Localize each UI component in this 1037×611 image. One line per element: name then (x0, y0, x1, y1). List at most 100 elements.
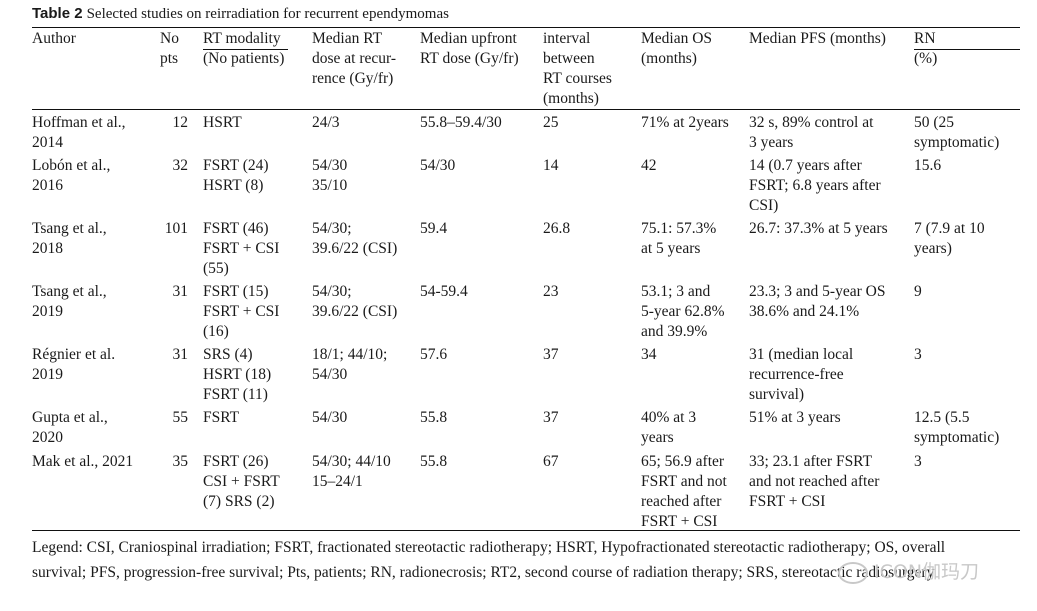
table-cell: 31 (172, 346, 189, 363)
table-cell: (7) SRS (2) (203, 493, 275, 510)
table-cell: FSRT (24) (203, 157, 269, 174)
table-cell: HSRT (203, 114, 242, 131)
table-cell: 24/3 (312, 114, 340, 131)
table-cell: 54/30; (312, 220, 352, 237)
table-cell: symptomatic) (914, 134, 1000, 151)
table-cell: FSRT (26) (203, 453, 269, 470)
table-cell: and 39.9% (641, 323, 708, 340)
table-cell: 35/10 (312, 177, 348, 194)
column-header: interval (543, 30, 591, 47)
table-cell: 14 (0.7 years after (749, 157, 862, 174)
header-rule (32, 109, 1020, 110)
watermark-text: ICON伽玛刀 (874, 561, 980, 583)
table-cell: 51% at 3 years (749, 409, 841, 426)
table-cell: Lobón et al., (32, 157, 111, 174)
column-header: (No patients) (203, 50, 285, 67)
table-cell: 38.6% and 24.1% (749, 303, 860, 320)
top-rule (32, 27, 1020, 28)
table-cell: 54/30; 44/10 (312, 453, 391, 470)
table-cell: 34 (641, 346, 657, 363)
table-cell: survival) (749, 386, 805, 403)
table-cell: FSRT + CSI (641, 513, 718, 530)
table-cell: 54/30 (420, 157, 456, 174)
table-cell: Mak et al., 2021 (32, 453, 134, 470)
table-cell: 32 s, 89% control at (749, 114, 874, 131)
table-cell: 3 (914, 453, 922, 470)
table-cell: 31 (172, 283, 189, 300)
table-legend: Legend: CSI, Craniospinal irradiation; F… (32, 539, 946, 581)
table-cell: 35 (172, 453, 189, 470)
table-cell: 65; 56.9 after (641, 453, 725, 470)
table-cell: FSRT (203, 409, 240, 426)
table-cell: 2014 (32, 134, 63, 151)
table-cell: 32 (172, 157, 189, 174)
table-cell: Tsang et al., (32, 220, 107, 237)
table-cell: 25 (543, 114, 559, 131)
table-cell: 14 (543, 157, 559, 174)
table-cell: 23.3; 3 and 5-year OS (749, 283, 886, 300)
table-title: Selected studies on reirradiation for re… (86, 6, 449, 22)
table-cell: 2019 (32, 303, 63, 320)
column-header: pts (160, 50, 179, 67)
table-cell: HSRT (18) (203, 366, 272, 383)
table-cell: years (641, 429, 674, 446)
table-cell: symptomatic) (914, 429, 1000, 446)
table-cell: (16) (203, 323, 229, 340)
column-header: Median PFS (months) (749, 30, 886, 47)
table-cell: 101 (164, 220, 188, 237)
column-header: Author (32, 30, 76, 47)
table-cell: 12 (172, 114, 189, 131)
table-cell: 53.1; 3 and (641, 283, 711, 300)
table-cell: 75.1: 57.3% (641, 220, 717, 237)
column-header: RT modality (203, 30, 281, 47)
header-underline (914, 49, 1020, 50)
column-header: Median RT (312, 30, 383, 47)
table-cell: 54/30 (312, 409, 348, 426)
table-cell: 31 (median local (749, 346, 854, 363)
table-cell: 2016 (32, 177, 63, 194)
table-cell: Tsang et al., (32, 283, 107, 300)
column-header: RT courses (543, 70, 612, 87)
table-cell: 15.6 (914, 157, 942, 174)
table-cell: FSRT and not (641, 473, 727, 490)
table-cell: Hoffman et al., (32, 114, 126, 131)
table-cell: 54/30 (312, 157, 348, 174)
table-cell: 55.8 (420, 453, 448, 470)
table-cell: 57.6 (420, 346, 448, 363)
column-header: (months) (641, 50, 697, 67)
table-cell: at 5 years (641, 240, 701, 257)
table-cell: 42 (641, 157, 657, 174)
table-cell: 23 (543, 283, 559, 300)
table-cell: 54/30; (312, 283, 352, 300)
table-cell: and not reached after (749, 473, 880, 490)
table-cell: FSRT + CSI (749, 493, 826, 510)
table-cell: 54-59.4 (420, 283, 468, 300)
table-cell: 71% at 2years (641, 114, 729, 131)
table-cell: FSRT + CSI (203, 303, 280, 320)
table-label: Table 2 (32, 5, 83, 22)
column-header: RT dose (Gy/fr) (420, 50, 519, 67)
table-cell: 39.6/22 (CSI) (312, 240, 398, 257)
table-cell: 9 (914, 283, 922, 300)
table-cell: 2018 (32, 240, 63, 257)
table-cell: 54/30 (312, 366, 348, 383)
watermark: ICON伽玛刀 (838, 557, 1028, 584)
table-cell: 55 (172, 409, 189, 426)
table-cell: 15–24/1 (312, 473, 363, 490)
column-header: between (543, 50, 595, 67)
table-cell: CSI + FSRT (203, 473, 280, 490)
table-cell: FSRT + CSI (203, 240, 280, 257)
table-cell: 5-year 62.8% (641, 303, 725, 320)
header-underline (203, 49, 288, 50)
wechat-icon (838, 561, 868, 584)
table-cell: 26.7: 37.3% at 5 years (749, 220, 888, 237)
table-cell: Gupta et al., (32, 409, 108, 426)
table-cell: 7 (7.9 at 10 (914, 220, 985, 237)
table-cell: 37 (543, 409, 559, 426)
table-cell: HSRT (8) (203, 177, 264, 194)
table-cell: FSRT (11) (203, 386, 268, 403)
table-cell: 55.8 (420, 409, 448, 426)
table-cell: 18/1; 44/10; (312, 346, 388, 363)
table-cell: 3 years (749, 134, 794, 151)
table-cell: 39.6/22 (CSI) (312, 303, 398, 320)
